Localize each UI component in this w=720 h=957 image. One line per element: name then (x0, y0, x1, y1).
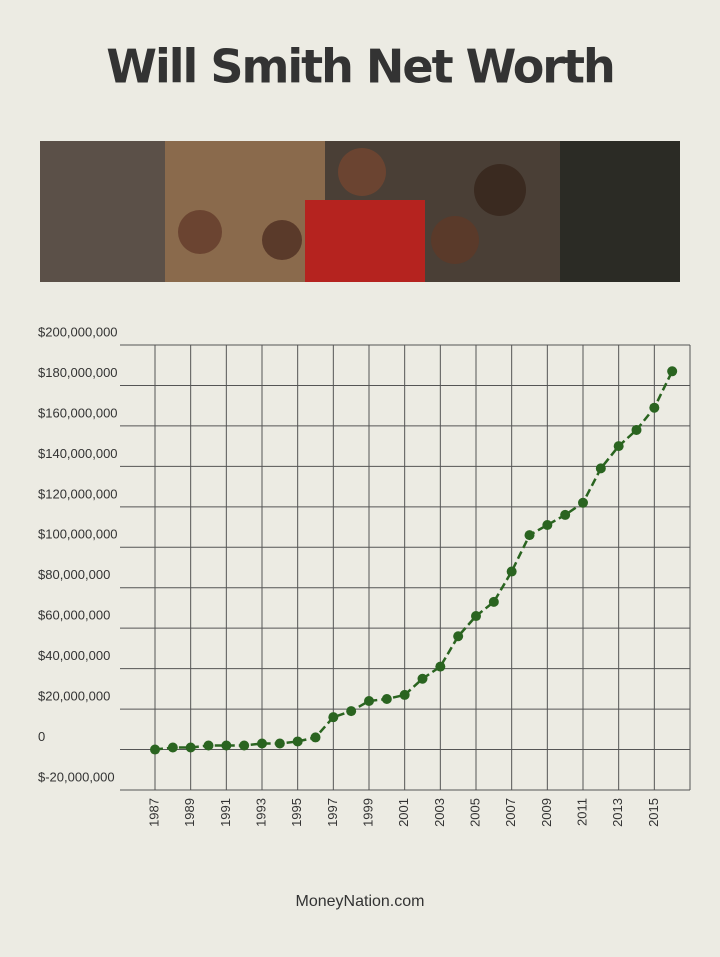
y-tick-label: $80,000,000 (38, 567, 110, 582)
point (524, 530, 535, 541)
point (364, 696, 374, 706)
point (346, 706, 357, 717)
point (221, 740, 232, 751)
point (471, 611, 481, 622)
x-tick-label: 2011 (574, 798, 589, 826)
y-tick-label: $20,000,000 (38, 689, 110, 704)
point (488, 596, 499, 607)
point (417, 673, 428, 684)
line (154, 370, 674, 751)
point (453, 631, 464, 642)
point (613, 441, 624, 452)
x-tick-label: 1987 (146, 798, 161, 827)
point (435, 661, 446, 672)
point (292, 736, 303, 747)
y-tick-label: 0 (38, 729, 45, 744)
point (185, 742, 196, 753)
point (542, 520, 553, 531)
point (274, 738, 285, 749)
x-tick-label: 2009 (539, 798, 554, 827)
x-tick-label: 2003 (432, 798, 447, 827)
point (239, 740, 250, 751)
x-tick-label: 1993 (253, 798, 268, 827)
y-tick-label: $180,000,000 (38, 365, 118, 380)
y-tick-label: $60,000,000 (38, 608, 110, 623)
x-tick-label: 1989 (182, 798, 197, 827)
photo (40, 141, 680, 282)
point (381, 693, 392, 704)
y-tick-label: $140,000,000 (38, 446, 118, 461)
y-tick-label: $120,000,000 (38, 486, 118, 501)
point (399, 689, 410, 700)
x-tick-label: 2005 (467, 798, 482, 827)
x-tick-label: 1999 (360, 798, 375, 827)
point (257, 738, 267, 749)
point (595, 463, 606, 474)
x-tick-label: 1991 (218, 798, 233, 827)
y-tick-label: $40,000,000 (38, 648, 110, 663)
y-tick-label: $160,000,000 (38, 405, 118, 420)
y-tick-label: $100,000,000 (38, 527, 118, 542)
point (506, 566, 517, 577)
x-tick-label: 2015 (646, 798, 661, 827)
y-tick-label: $200,000,000 (38, 324, 118, 339)
chart-title: Will Smith Net Worth (106, 40, 613, 94)
point (578, 497, 588, 508)
source: MoneyNation.com (296, 893, 425, 910)
point (310, 732, 321, 743)
x-tick-label: 2007 (503, 798, 518, 827)
x-tick-label: 1997 (325, 798, 340, 827)
x-tick-label: 2013 (610, 798, 625, 827)
y-tick-label: $-20,000,000 (38, 769, 115, 784)
x-tick-label: 2001 (396, 798, 411, 827)
point (150, 744, 160, 755)
point (203, 740, 214, 751)
x-tick-label: 1995 (289, 798, 304, 827)
point (560, 509, 571, 520)
point (167, 742, 178, 753)
point (328, 712, 339, 723)
point (667, 366, 678, 377)
point (649, 402, 660, 413)
point (631, 424, 642, 435)
